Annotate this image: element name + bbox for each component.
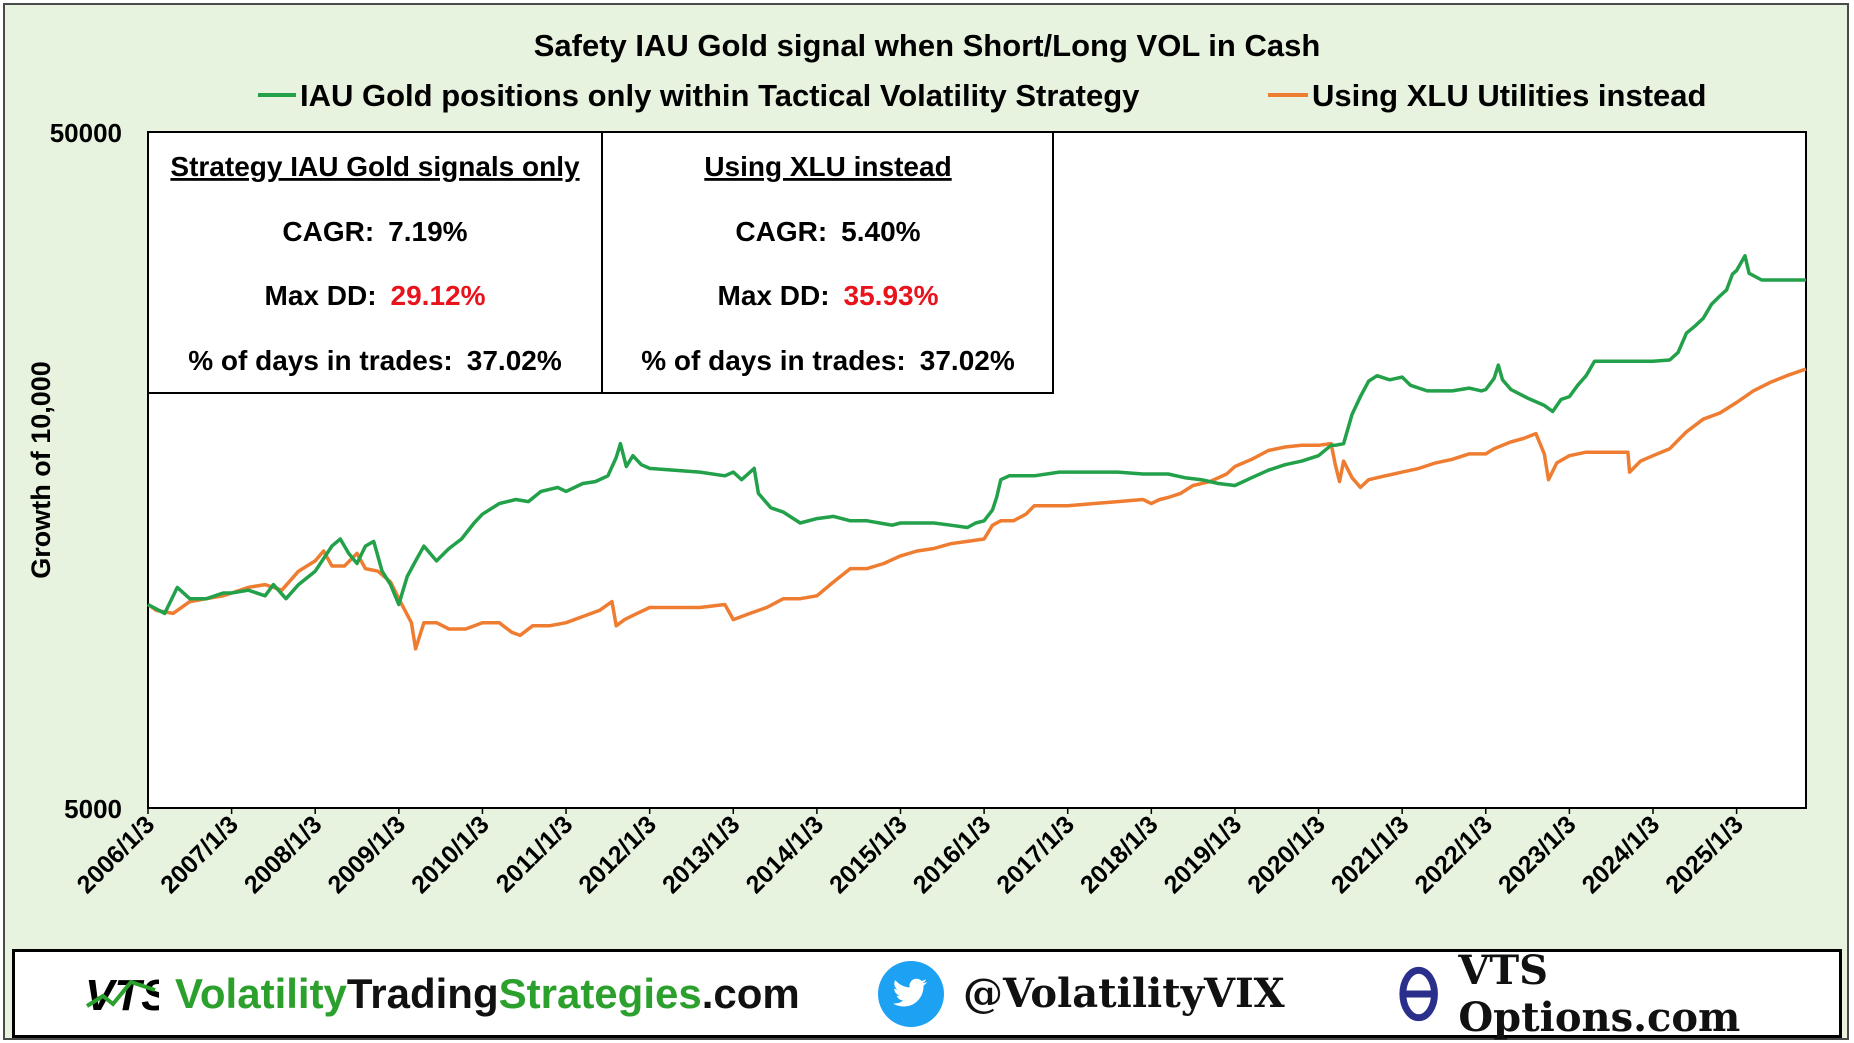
y-tick-label-bottom: 5000 [64,794,122,824]
stats-cagr-label: CAGR: [282,216,374,247]
x-tick-label: 2015/1/3 [824,810,913,899]
x-tick-label: 2018/1/3 [1075,810,1164,899]
x-tick-label: 2007/1/3 [155,810,244,899]
legend-label-gold: IAU Gold positions only within Tactical … [300,78,1140,113]
stats-maxdd-gold: Max DD: 29.12% [265,280,486,311]
stats-days-value: 37.02% [920,345,1015,376]
x-tick-label: 2008/1/3 [239,810,328,899]
legend: IAU Gold positions only within Tactical … [258,78,1706,113]
stats-heading-gold: Strategy IAU Gold signals only [170,151,580,182]
footer-twitter[interactable]: @VolatilityVIX [877,952,1285,1035]
x-tick-label: 2011/1/3 [491,810,579,898]
options-site-label: VTS Options.com [1458,946,1741,1041]
stats-days-xlu: % of days in trades: 37.02% [641,345,1015,376]
x-tick-label: 2023/1/3 [1493,810,1582,899]
series-line-xlu [146,367,1807,651]
chart-title: Safety IAU Gold signal when Short/Long V… [534,28,1321,63]
brand-part-volatility: Volatility [175,969,347,1017]
stats-maxdd-value: 35.93% [844,280,939,311]
stats-cagr-gold: CAGR: 7.19% [282,216,467,247]
stats-table-box [147,131,1054,394]
x-tick-label: 2022/1/3 [1409,810,1498,899]
stats-days-value: 37.02% [467,345,562,376]
brand-part-trading: Trading [346,969,499,1017]
stats-days-label: % of days in trades: [641,345,906,376]
stats-maxdd-label: Max DD: [718,280,830,311]
x-axis-ticks: 2006/1/32007/1/32008/1/32009/1/32010/1/3… [72,808,1749,899]
stats-cagr-xlu: CAGR: 5.40% [735,216,920,247]
x-tick-label: 2013/1/3 [657,810,746,899]
stats-table: Strategy IAU Gold signals only CAGR: 7.19… [147,131,1054,394]
footer-options-site[interactable]: VTS Options.com [1393,947,1839,1041]
x-tick-label: 2025/1/3 [1660,810,1749,899]
x-tick-label: 2010/1/3 [406,810,495,899]
x-tick-label: 2020/1/3 [1242,810,1331,899]
vts-logo-icon: VTS [85,971,159,1020]
x-tick-label: 2021/1/3 [1326,810,1415,899]
series-lines [146,254,1807,651]
x-tick-label: 2024/1/3 [1577,810,1666,899]
x-tick-label: 2009/1/3 [322,810,411,899]
x-tick-label: 2014/1/3 [741,810,830,899]
stats-maxdd-xlu: Max DD: 35.93% [718,280,939,311]
legend-label-xlu: Using XLU Utilities instead [1312,78,1706,113]
stats-cagr-value: 7.19% [388,216,467,247]
stats-maxdd-value: 29.12% [391,280,486,311]
stats-cagr-label: CAGR: [735,216,827,247]
footer-brand[interactable]: VTS VolatilityTradingStrategies.com [83,952,800,1035]
brand-part-strategies: Strategies [498,969,702,1017]
stats-maxdd-label: Max DD: [265,280,377,311]
stats-days-label: % of days in trades: [188,345,453,376]
x-tick-label: 2016/1/3 [908,810,997,899]
x-tick-label: 2017/1/3 [991,810,1080,899]
x-tick-label: 2019/1/3 [1159,810,1248,899]
series-line-gold [147,254,1806,616]
theta-icon [1399,966,1438,1021]
twitter-handle: @VolatilityVIX [963,970,1285,1017]
stats-days-gold: % of days in trades: 37.02% [188,345,562,376]
stats-heading-xlu: Using XLU instead [704,151,951,182]
y-tick-label-top: 50000 [50,118,122,148]
stats-cagr-value: 5.40% [841,216,920,247]
chart: Safety IAU Gold signal when Short/Long V… [26,28,1807,899]
x-tick-label: 2012/1/3 [573,810,662,899]
footer-banner: VTS VolatilityTradingStrategies.com @Vol… [12,947,1842,1041]
brand-part-com: .com [701,969,800,1017]
twitter-bird-icon [878,960,944,1027]
y-axis-label: Growth of 10,000 [26,361,56,579]
